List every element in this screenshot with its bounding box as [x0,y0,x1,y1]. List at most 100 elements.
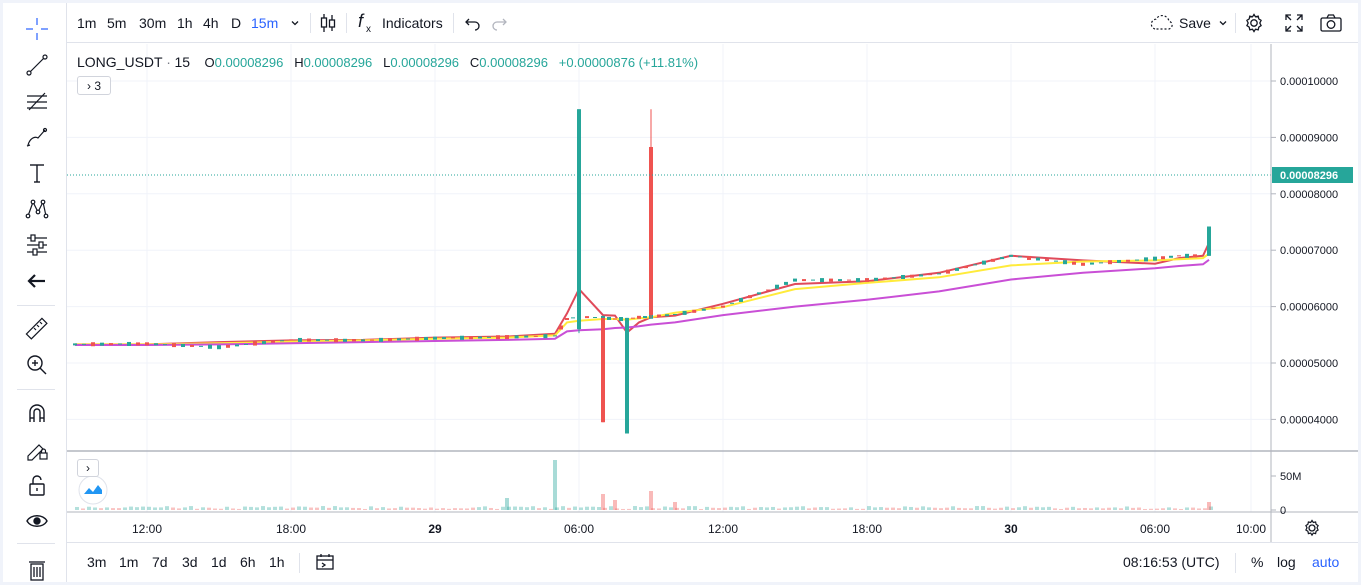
time-tick-label: 06:00 [1140,522,1170,536]
candle [433,336,437,340]
interval-5m[interactable]: 5m [107,15,127,31]
settings-gear-icon[interactable] [1243,12,1265,38]
volume-bar [699,508,703,510]
volume-bar [405,507,409,510]
brush-icon[interactable] [23,123,51,151]
volume-bar [1041,507,1045,510]
volume-bar [681,508,685,510]
price-tick-label: 0.00004000 [1280,414,1338,426]
redo-icon[interactable] [491,14,509,36]
cloud-icon[interactable] [1149,14,1175,36]
chart-canvas[interactable]: 0.00010000 0.00009000 0.00008000 0.00007000… [67,44,1358,542]
range-1h[interactable]: 1h [269,554,285,570]
volume-bar [675,507,679,510]
text-tool-icon[interactable] [23,159,51,187]
chart-area[interactable]: 0.00010000 0.00009000 0.00008000 0.00007000… [67,44,1358,583]
volume-bar [747,508,751,510]
log-toggle[interactable]: log [1277,554,1296,570]
utc-clock[interactable]: 08:16:53 (UTC) [1123,554,1220,570]
interval-30m[interactable]: 30m [139,15,167,31]
volume-bar [285,508,289,510]
candle [766,289,770,291]
symbol-name[interactable]: LONG_USDT [77,54,163,70]
volume-bar [897,508,901,510]
save-button[interactable]: Save [1179,15,1211,31]
candle [793,278,797,282]
range-7d[interactable]: 7d [152,554,168,570]
volume-bar [1131,507,1135,510]
volume-bar [1059,508,1063,510]
symbol-legend: LONG_USDT · 15 O0.00008296 H0.00008296 L… [77,54,698,70]
volume-bar [165,506,169,510]
volume-collapse-button[interactable]: › [77,459,99,477]
crosshair-icon[interactable] [23,15,51,43]
volume-bar [147,506,151,510]
volume-bar [807,508,811,510]
chevron-down-icon[interactable] [289,15,301,33]
candle [631,317,635,319]
eye-icon[interactable] [23,507,51,535]
indicators-button[interactable]: Indicators [382,15,443,31]
trend-line-icon[interactable] [23,51,51,79]
camera-icon[interactable] [1319,12,1343,38]
candle [973,264,977,266]
toolbar-divider [299,553,300,573]
prediction-measure-icon[interactable] [23,231,51,259]
percent-toggle[interactable]: % [1251,554,1264,570]
pencil-lock-icon[interactable] [23,435,51,463]
volume-bar [903,506,907,510]
last-price-label-bg [1272,167,1353,183]
range-3m[interactable]: 3m [87,554,107,570]
magnet-icon[interactable] [23,399,51,427]
range-1d[interactable]: 1d [211,554,227,570]
arrow-left-icon[interactable] [23,267,51,295]
ruler-icon[interactable] [23,315,51,343]
zoom-in-icon[interactable] [23,351,51,379]
interval-1h[interactable]: 1h [177,15,193,31]
interval-4h[interactable]: 4h [203,15,219,31]
volume-bar [237,508,241,510]
volume-bar [81,508,85,510]
candle [280,340,284,342]
auto-toggle[interactable]: auto [1312,554,1340,570]
range-6h[interactable]: 6h [240,554,256,570]
candle [73,343,77,346]
toolbar-divider [17,305,55,306]
volume-bar [501,506,505,510]
volume-bar [1203,508,1207,510]
volume-bar [459,508,463,510]
goto-date-icon[interactable] [315,552,335,575]
candle [1126,259,1130,262]
candle [991,258,995,262]
range-3d[interactable]: 3d [182,554,198,570]
chart-grid [67,44,1271,512]
candles-icon[interactable] [318,12,338,38]
fullscreen-icon[interactable] [1283,12,1305,38]
interval-d[interactable]: D [231,15,242,31]
candle [657,314,661,318]
interval-15m[interactable]: 15m [251,15,279,31]
price-tick-label: 0.00009000 [1280,132,1338,144]
volume-bar [789,507,793,510]
volume-bar [141,506,145,510]
trash-icon[interactable] [23,555,51,583]
fib-retracement-icon[interactable] [23,87,51,115]
interval-1m[interactable]: 1m [77,15,97,31]
volume-bar [261,506,265,510]
pattern-icon[interactable] [23,195,51,223]
undo-icon[interactable] [463,14,481,36]
volume-bar [765,507,769,510]
volume-bar [951,506,955,510]
volume-bar [555,507,559,510]
lock-icon[interactable] [23,471,51,499]
save-chevron-down-icon[interactable] [1217,15,1229,33]
volume-bar [1179,508,1183,510]
volume-bar [357,508,361,510]
volume-bar [1191,507,1195,510]
tradingview-logo [78,475,108,505]
indicators-collapse-button[interactable]: › 3 [77,76,111,95]
range-1m[interactable]: 1m [119,554,139,570]
volume-bar [117,508,121,510]
spike-candle [649,146,653,316]
